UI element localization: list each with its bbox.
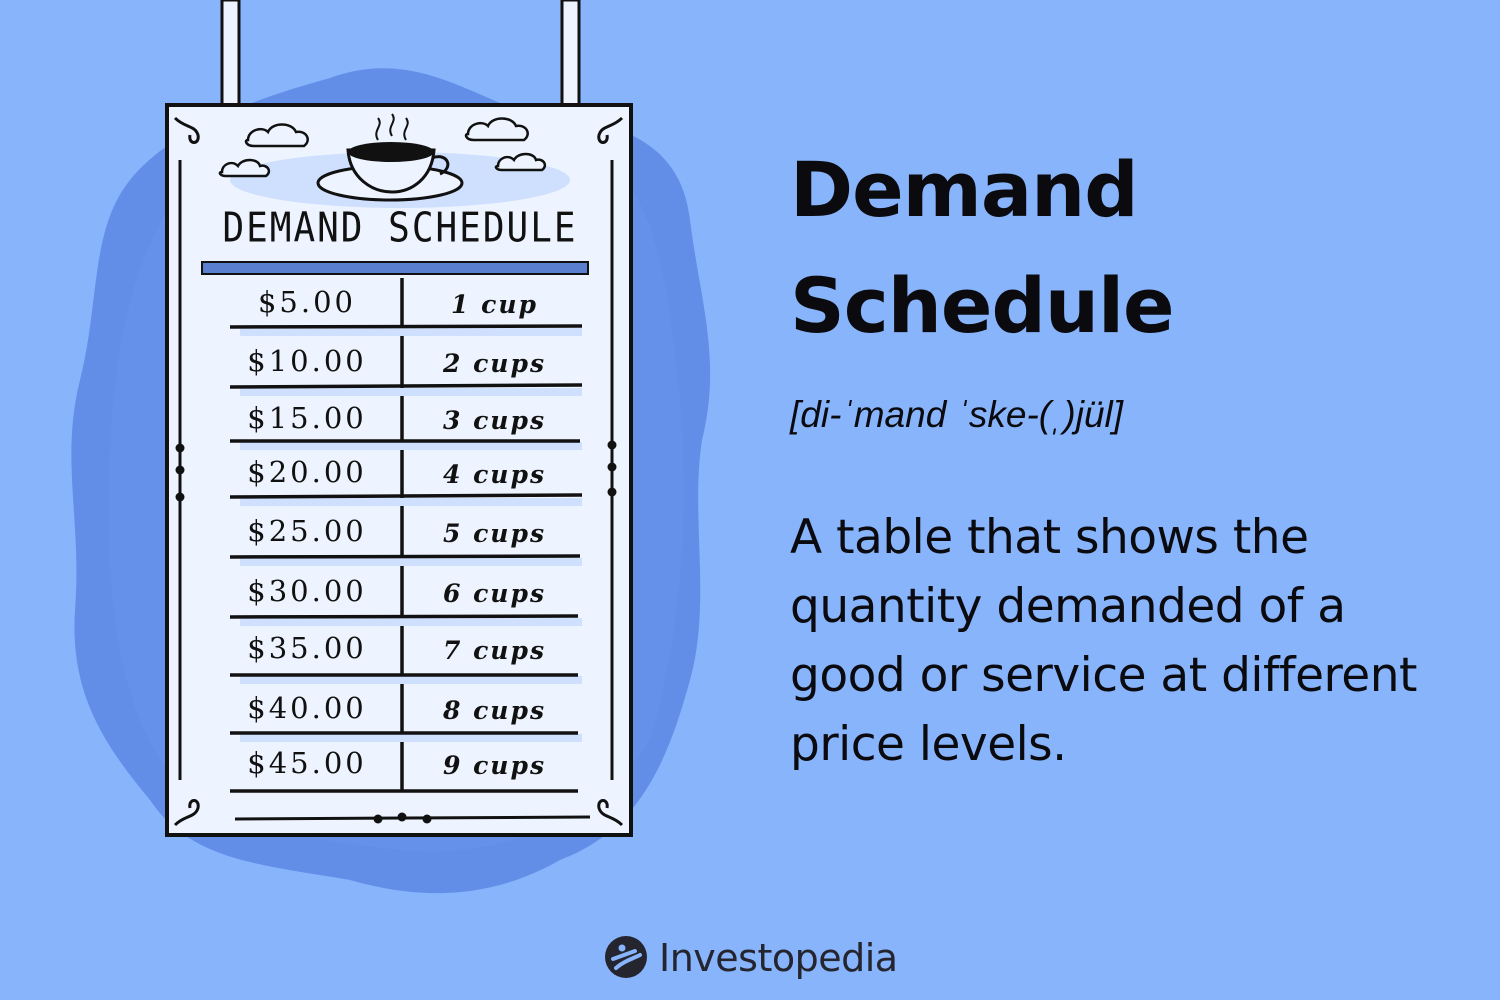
price-cell: $35.00 bbox=[247, 631, 367, 665]
quantity-cell: 6 cups bbox=[442, 579, 547, 608]
quantity-cell: 9 cups bbox=[442, 751, 547, 780]
brand-name: Investopedia bbox=[659, 936, 898, 980]
quantity-cell: 1 cup bbox=[451, 290, 538, 319]
quantity-cell: 2 cups bbox=[442, 349, 547, 378]
price-cell: $10.00 bbox=[247, 344, 367, 378]
cloud-icons bbox=[218, 117, 547, 178]
price-cell: $5.00 bbox=[257, 285, 357, 319]
definition-text: A table that shows the quantity demanded… bbox=[790, 510, 1417, 772]
row-underlines bbox=[229, 324, 583, 793]
price-cell: $25.00 bbox=[247, 514, 367, 548]
price-cell: $30.00 bbox=[247, 574, 367, 608]
price-cell: $20.00 bbox=[247, 455, 367, 489]
page-title: Demand Schedule bbox=[790, 132, 1470, 364]
sign-title: DEMAND SCHEDULE bbox=[222, 204, 578, 253]
price-cell: $45.00 bbox=[247, 746, 367, 780]
sign-board bbox=[165, 103, 633, 837]
quantity-cell: 8 cups bbox=[442, 696, 547, 725]
page-title-line-2: Schedule bbox=[790, 261, 1175, 350]
brand-logo-spacer bbox=[605, 936, 649, 980]
quantity-cell: 5 cups bbox=[442, 519, 547, 548]
table-row: $10.00 2 cups bbox=[232, 334, 582, 384]
table-row: $30.00 6 cups bbox=[232, 564, 582, 614]
pronunciation: [di-ˈmand ˈske-(ˌ)jül] bbox=[790, 394, 1124, 435]
quantity-cell: 4 cups bbox=[442, 460, 547, 489]
table-row: $15.00 3 cups bbox=[232, 391, 582, 441]
table-row: $5.00 1 cup bbox=[232, 275, 582, 325]
investopedia-logo-icon bbox=[605, 936, 647, 978]
quantity-cell: 7 cups bbox=[442, 636, 547, 665]
table-row: $45.00 9 cups bbox=[232, 736, 582, 786]
page-title-line-1: Demand bbox=[790, 145, 1139, 234]
corner-flourishes bbox=[173, 116, 624, 827]
price-cell: $40.00 bbox=[247, 691, 367, 725]
coffee-cup-icon bbox=[316, 113, 464, 202]
table-row: $35.00 7 cups bbox=[232, 621, 582, 671]
table-row: $25.00 5 cups bbox=[232, 504, 582, 554]
table-row: $20.00 4 cups bbox=[232, 445, 582, 495]
price-cell: $15.00 bbox=[247, 401, 367, 435]
title-bar bbox=[201, 261, 589, 275]
brand-logo: Investopedia bbox=[605, 930, 898, 986]
table-row: $40.00 8 cups bbox=[232, 681, 582, 731]
quantity-cell: 3 cups bbox=[442, 406, 547, 435]
